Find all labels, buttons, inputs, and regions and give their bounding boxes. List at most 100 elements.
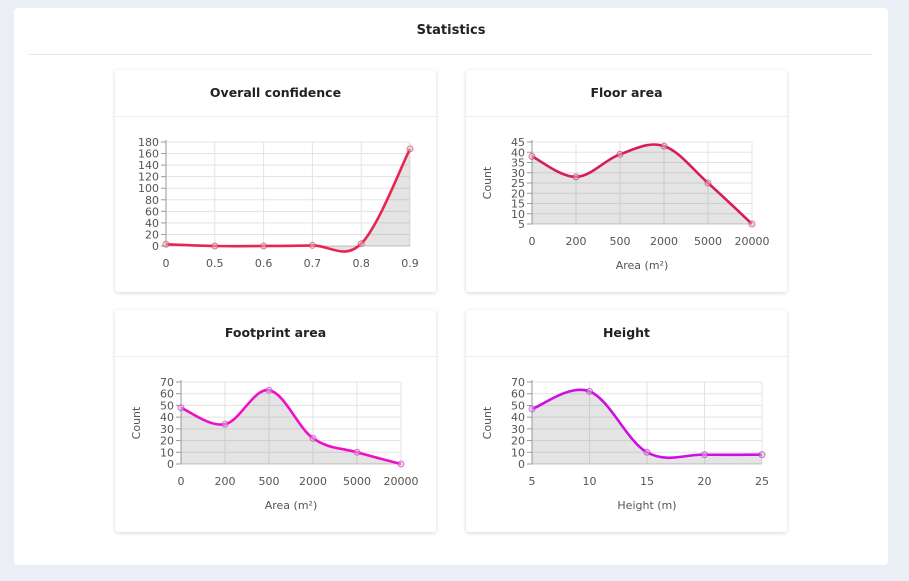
- x-tick-label: 0.6: [255, 257, 273, 270]
- series-area: [166, 148, 410, 252]
- y-axis-label: Count: [481, 166, 494, 199]
- series-area: [181, 390, 401, 464]
- y-tick-label: 120: [138, 171, 159, 184]
- y-axis-label: Count: [130, 406, 143, 439]
- data-point: [660, 142, 668, 150]
- y-tick-label: 10: [511, 208, 525, 221]
- series-line: [531, 143, 753, 225]
- chart-title: Footprint area: [224, 325, 327, 340]
- y-tick-label: 60: [160, 388, 174, 401]
- y-tick-label: 140: [138, 159, 159, 172]
- y-tick-label: 20: [145, 228, 159, 241]
- y-tick-label: 30: [511, 423, 525, 436]
- x-tick-label: 15: [640, 475, 654, 488]
- x-axis-label: Area (m²): [265, 499, 318, 512]
- series-area: [532, 389, 762, 464]
- y-tick-label: 40: [160, 411, 174, 424]
- data-point: [616, 150, 624, 158]
- y-tick-label: 100: [138, 182, 159, 195]
- y-tick-label: 50: [160, 399, 174, 412]
- y-tick-label: 10: [511, 446, 525, 459]
- x-tick-label: 2000: [650, 235, 678, 248]
- y-tick-label: 20: [511, 435, 525, 448]
- chart-title: Overall confidence: [209, 85, 342, 100]
- y-tick-label: 5: [518, 218, 525, 231]
- x-tick-label: 500: [259, 475, 280, 488]
- x-tick-label: 0.9: [401, 257, 419, 270]
- card-divider: [466, 356, 787, 357]
- y-axis-label: Count: [481, 406, 494, 439]
- x-tick-label: 200: [215, 475, 236, 488]
- data-point: [528, 152, 536, 160]
- x-tick-label: 10: [583, 475, 597, 488]
- x-tick-label: 2000: [299, 475, 327, 488]
- data-point: [758, 451, 766, 459]
- data-point: [265, 386, 273, 394]
- data-point: [308, 241, 316, 249]
- data-point: [357, 240, 365, 248]
- data-point: [748, 220, 756, 228]
- y-tick-label: 60: [145, 205, 159, 218]
- y-tick-label: 20: [160, 435, 174, 448]
- data-point: [260, 242, 268, 250]
- y-tick-label: 45: [511, 136, 525, 149]
- y-tick-label: 40: [511, 411, 525, 424]
- chart-title: Floor area: [590, 85, 663, 100]
- card-divider: [115, 116, 436, 117]
- y-tick-label: 0: [167, 458, 174, 471]
- y-tick-label: 10: [160, 446, 174, 459]
- y-tick-label: 80: [145, 194, 159, 207]
- series-line: [531, 388, 763, 460]
- page-title: Statistics: [416, 23, 486, 38]
- x-tick-label: 0.5: [206, 257, 224, 270]
- x-tick-label: 0: [178, 475, 185, 488]
- data-point: [221, 420, 229, 428]
- data-point: [528, 405, 536, 413]
- card-divider: [115, 356, 436, 357]
- y-tick-label: 70: [511, 376, 525, 389]
- card-divider: [466, 116, 787, 117]
- chart-card-footprint-area: Footprint area 0 10 20 30 40 50 60 70 0 200 500 200…: [115, 310, 436, 532]
- data-point: [643, 448, 651, 456]
- x-tick-label: 0: [163, 257, 170, 270]
- y-tick-label: 40: [145, 217, 159, 230]
- data-point: [397, 460, 405, 468]
- chart-title: Height: [602, 325, 651, 340]
- statistics-panel: Statistics Overall confidence 0 20 40 60 80 1…: [14, 8, 888, 565]
- x-tick-label: 0: [529, 235, 536, 248]
- title-divider: [29, 54, 873, 55]
- y-tick-label: 0: [518, 458, 525, 471]
- y-tick-label: 15: [511, 198, 525, 211]
- data-point: [406, 145, 414, 153]
- x-tick-label: 0.7: [304, 257, 322, 270]
- y-tick-label: 50: [511, 399, 525, 412]
- data-point: [701, 451, 708, 459]
- data-point: [309, 434, 317, 442]
- x-axis-label: Area (m²): [616, 259, 669, 272]
- x-tick-label: 20000: [735, 235, 770, 248]
- x-tick-label: 5000: [343, 475, 371, 488]
- data-point: [586, 387, 593, 395]
- y-tick-label: 60: [511, 388, 525, 401]
- x-tick-label: 20000: [384, 475, 419, 488]
- y-tick-label: 30: [511, 167, 525, 180]
- x-tick-label: 500: [610, 235, 631, 248]
- data-point: [353, 448, 361, 456]
- x-tick-label: 200: [566, 235, 587, 248]
- data-point: [177, 404, 185, 412]
- x-tick-label: 25: [755, 475, 769, 488]
- x-tick-label: 5: [529, 475, 536, 488]
- y-tick-label: 160: [138, 148, 159, 161]
- x-axis-label: Height (m): [617, 499, 676, 512]
- data-point: [162, 240, 170, 248]
- y-tick-label: 20: [511, 187, 525, 200]
- x-tick-label: 5000: [694, 235, 722, 248]
- x-tick-label: 20: [698, 475, 712, 488]
- y-tick-label: 180: [138, 136, 159, 149]
- chart-card-overall-confidence: Overall confidence 0 20 40 60 80 100 120 140 160…: [115, 70, 436, 292]
- y-tick-label: 70: [160, 376, 174, 389]
